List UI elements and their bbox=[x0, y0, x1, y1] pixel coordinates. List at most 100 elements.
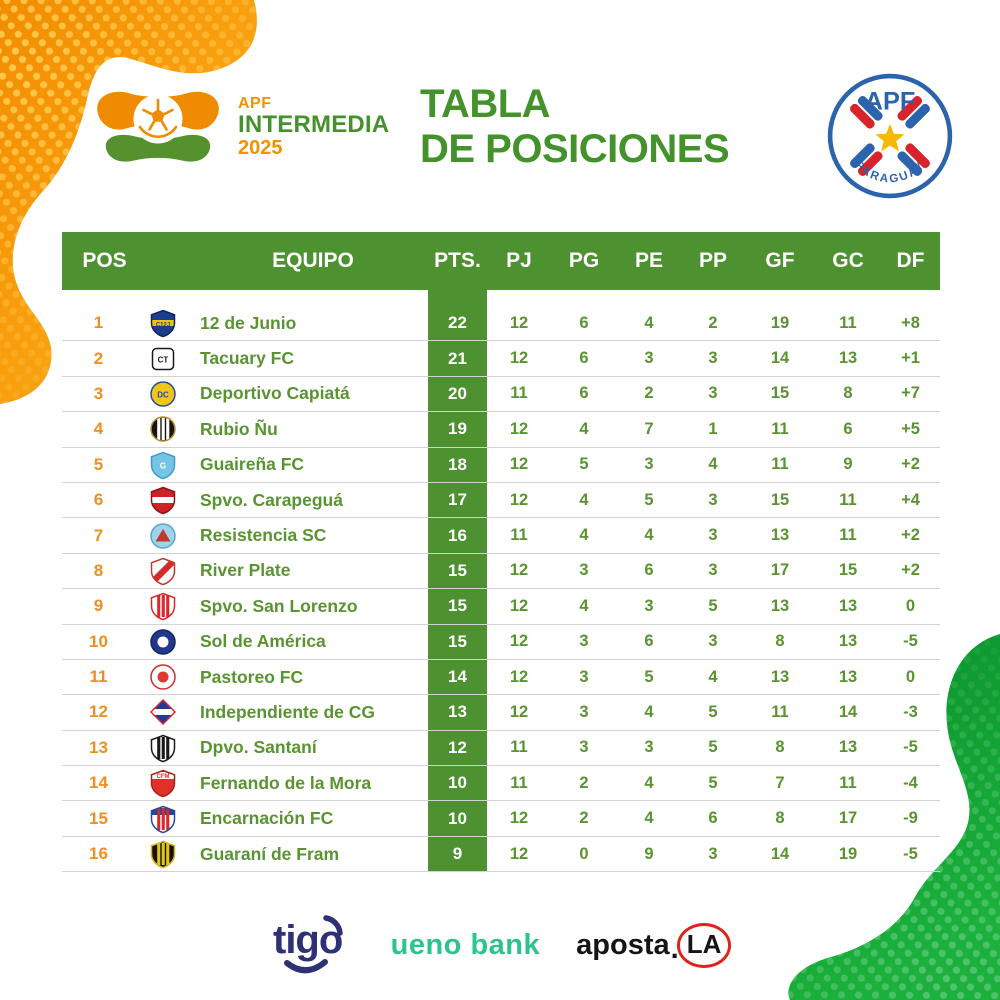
team-name: Deportivo Capiatá bbox=[200, 383, 350, 404]
points-value: 15 bbox=[448, 560, 467, 580]
losses-value: 3 bbox=[708, 526, 718, 545]
goal-difference-value: -3 bbox=[903, 702, 918, 721]
losses-value: 5 bbox=[708, 773, 718, 792]
played-value: 12 bbox=[509, 632, 529, 651]
table-row: 12 Independiente de CG 13 12 3 4 5 11 14… bbox=[62, 695, 940, 731]
played-value: 11 bbox=[510, 526, 528, 545]
team-name: Pastoreo FC bbox=[200, 666, 304, 687]
position-number: 8 bbox=[93, 560, 104, 580]
wins-value: 3 bbox=[579, 561, 589, 580]
wins-value: 6 bbox=[579, 384, 589, 403]
draws-value: 9 bbox=[644, 844, 654, 863]
apostala-la-circle: LA bbox=[676, 922, 732, 968]
wins-value: 0 bbox=[579, 844, 589, 863]
losses-value: 6 bbox=[708, 809, 718, 828]
team-logo-icon: DC bbox=[135, 379, 190, 409]
points-value: 12 bbox=[448, 737, 467, 757]
played-value: 12 bbox=[509, 490, 529, 509]
wins-value: 4 bbox=[579, 490, 589, 509]
points-value: 13 bbox=[448, 702, 467, 722]
played-value: 12 bbox=[509, 313, 529, 332]
svg-text:CFM: CFM bbox=[156, 774, 169, 780]
losses-value: 5 bbox=[708, 702, 718, 721]
apostala-logo: aposta . LA bbox=[576, 922, 732, 968]
wins-value: 3 bbox=[579, 702, 589, 721]
apf-intermedia-logo-icon bbox=[97, 91, 219, 162]
points-value: 20 bbox=[448, 383, 467, 403]
played-value: 11 bbox=[510, 738, 528, 757]
played-value: 12 bbox=[509, 419, 529, 438]
position-number: 7 bbox=[93, 525, 104, 545]
wins-value: 3 bbox=[579, 632, 589, 651]
badge-star-icon bbox=[875, 123, 905, 152]
draws-value: 7 bbox=[644, 419, 654, 438]
column-header-df: DF bbox=[896, 249, 925, 272]
team-logo-icon: CFM bbox=[135, 768, 190, 798]
tigo-logo-icon: tigo bbox=[273, 915, 343, 974]
draws-value: 3 bbox=[644, 596, 654, 615]
table-row: 4 Rubio Ñu 19 12 4 7 1 11 6 +5 bbox=[62, 412, 940, 448]
points-value: 21 bbox=[448, 348, 467, 368]
goals-against-value: 13 bbox=[838, 349, 858, 368]
svg-text:G: G bbox=[159, 461, 165, 470]
goals-against-value: 11 bbox=[839, 313, 857, 332]
points-value: 15 bbox=[448, 631, 467, 651]
goals-for-value: 7 bbox=[775, 773, 785, 792]
goals-against-value: 9 bbox=[843, 455, 853, 474]
team-logo-icon bbox=[135, 521, 190, 551]
draws-value: 3 bbox=[644, 738, 654, 757]
position-number: 4 bbox=[93, 419, 104, 439]
goals-for-value: 19 bbox=[770, 313, 790, 332]
goal-difference-value: 0 bbox=[905, 667, 916, 686]
goals-for-value: 8 bbox=[775, 738, 785, 757]
goals-against-value: 14 bbox=[838, 702, 858, 721]
team-logo-icon bbox=[135, 591, 190, 621]
competition-year-label: 2025 bbox=[238, 136, 283, 159]
points-value: 22 bbox=[448, 313, 467, 333]
goals-for-value: 15 bbox=[770, 490, 790, 509]
table-row: 16 Guaraní de Fram 9 12 0 9 3 14 19 -5 bbox=[62, 837, 940, 873]
position-number: 5 bbox=[93, 454, 104, 474]
table-row: 8 River Plate 15 12 3 6 3 17 15 +2 bbox=[62, 554, 940, 590]
team-logo-icon bbox=[135, 414, 190, 444]
losses-value: 4 bbox=[708, 667, 718, 686]
goals-for-value: 14 bbox=[770, 844, 790, 863]
played-value: 12 bbox=[509, 561, 529, 580]
goal-difference-value: -9 bbox=[903, 809, 918, 828]
ueno-bank-logo: ueno bank bbox=[390, 928, 541, 961]
played-value: 12 bbox=[509, 702, 529, 721]
draws-value: 6 bbox=[644, 632, 654, 651]
points-value: 18 bbox=[448, 454, 467, 474]
team-name: River Plate bbox=[200, 560, 291, 581]
wins-value: 2 bbox=[579, 773, 589, 792]
goal-difference-value: +7 bbox=[901, 384, 920, 403]
team-name: Guaireña FC bbox=[200, 454, 305, 475]
position-number: 12 bbox=[89, 702, 108, 722]
column-header-gc: GC bbox=[832, 249, 864, 272]
team-logo-icon bbox=[135, 839, 190, 869]
table-row: 3 DC Deportivo Capiatá 20 11 6 2 3 15 8 … bbox=[62, 377, 940, 413]
goal-difference-value: +2 bbox=[901, 455, 920, 474]
goals-against-value: 11 bbox=[839, 773, 857, 792]
goals-against-value: 19 bbox=[838, 844, 858, 863]
team-name: Independiente de CG bbox=[200, 701, 376, 722]
goals-against-value: 13 bbox=[838, 632, 858, 651]
points-value: 15 bbox=[448, 596, 467, 616]
standings-rows: 1 C12J 12 de Junio 22 12 6 4 2 19 11 +8 … bbox=[62, 306, 940, 873]
goals-against-value: 17 bbox=[838, 809, 858, 828]
goal-difference-value: -4 bbox=[903, 773, 918, 792]
played-value: 12 bbox=[509, 809, 529, 828]
losses-value: 3 bbox=[708, 490, 718, 509]
goals-against-value: 8 bbox=[843, 384, 853, 403]
goal-difference-value: -5 bbox=[903, 844, 918, 863]
team-name: Resistencia SC bbox=[200, 525, 327, 546]
column-header-pts: PTS. bbox=[434, 249, 481, 272]
svg-text:CT: CT bbox=[157, 355, 168, 364]
goal-difference-value: +1 bbox=[901, 349, 920, 368]
table-row: 7 Resistencia SC 16 11 4 4 3 13 11 +2 bbox=[62, 518, 940, 554]
goals-against-value: 13 bbox=[838, 667, 858, 686]
competition-apf-label: APF bbox=[238, 95, 272, 112]
team-name: Spvo. Carapeguá bbox=[200, 489, 343, 510]
table-row: 6 Spvo. Carapeguá 17 12 4 5 3 15 11 +4 bbox=[62, 483, 940, 519]
